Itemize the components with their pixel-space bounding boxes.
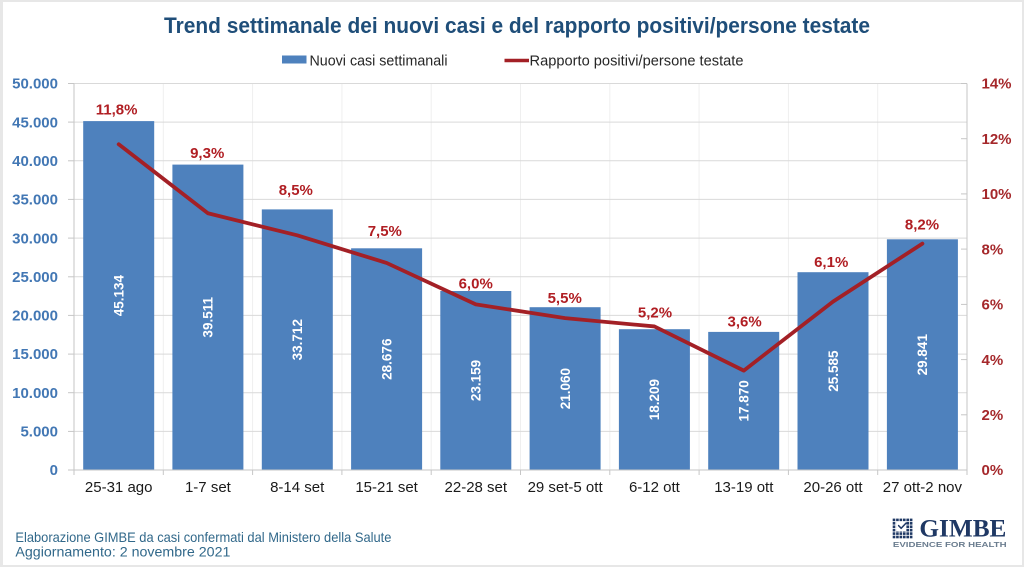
svg-text:18.209: 18.209 (647, 379, 662, 420)
svg-text:4%: 4% (982, 352, 1004, 369)
svg-text:13-19 ott: 13-19 ott (714, 479, 774, 496)
svg-text:29 set-5 ott: 29 set-5 ott (528, 479, 604, 496)
svg-text:5,5%: 5,5% (548, 290, 582, 307)
svg-text:20-26 ott: 20-26 ott (803, 479, 863, 496)
svg-text:5,2%: 5,2% (638, 305, 672, 322)
svg-text:Elaborazione GIMBE da casi con: Elaborazione GIMBE da casi confermati da… (15, 529, 391, 545)
svg-text:9,3%: 9,3% (190, 145, 224, 162)
svg-text:25.585: 25.585 (826, 350, 841, 392)
svg-text:8-14 set: 8-14 set (270, 479, 325, 496)
svg-text:Nuovi casi settimanali: Nuovi casi settimanali (310, 53, 448, 70)
svg-text:21.060: 21.060 (558, 368, 573, 409)
svg-text:25-31 ago: 25-31 ago (85, 479, 153, 496)
svg-text:29.841: 29.841 (915, 334, 930, 376)
svg-text:22-28 set: 22-28 set (445, 479, 508, 496)
svg-text:28.676: 28.676 (379, 338, 394, 380)
svg-text:1-7 set: 1-7 set (185, 479, 232, 496)
svg-text:25.000: 25.000 (12, 269, 58, 286)
svg-text:Trend settimanale dei nuovi ca: Trend settimanale dei nuovi casi e del r… (164, 13, 870, 38)
svg-text:40.000: 40.000 (12, 153, 58, 170)
svg-text:6%: 6% (982, 297, 1004, 314)
svg-text:0%: 0% (982, 462, 1004, 479)
svg-text:2%: 2% (982, 407, 1004, 424)
svg-text:10.000: 10.000 (12, 385, 58, 402)
svg-text:6,1%: 6,1% (814, 254, 848, 271)
svg-text:EVIDENCE FOR HEALTH: EVIDENCE FOR HEALTH (893, 540, 1007, 549)
svg-text:45.000: 45.000 (12, 114, 58, 131)
svg-text:7,5%: 7,5% (368, 223, 402, 240)
svg-text:14%: 14% (982, 76, 1012, 93)
svg-text:27 ott-2 nov: 27 ott-2 nov (883, 479, 963, 496)
svg-text:15.000: 15.000 (12, 346, 58, 363)
svg-text:17.870: 17.870 (737, 380, 752, 421)
svg-text:6-12 ott: 6-12 ott (629, 479, 681, 496)
svg-text:15-21 set: 15-21 set (355, 479, 418, 496)
svg-text:45.134: 45.134 (112, 274, 127, 316)
svg-text:30.000: 30.000 (12, 230, 58, 247)
svg-text:0: 0 (50, 462, 58, 479)
svg-text:20.000: 20.000 (12, 308, 58, 325)
svg-text:50.000: 50.000 (12, 76, 58, 93)
svg-text:5.000: 5.000 (20, 424, 58, 441)
svg-text:35.000: 35.000 (12, 192, 58, 209)
svg-text:8%: 8% (982, 241, 1004, 258)
svg-text:23.159: 23.159 (469, 360, 484, 401)
svg-text:33.712: 33.712 (290, 319, 305, 360)
svg-text:GIMBE: GIMBE (919, 516, 1006, 543)
svg-text:Rapporto positivi/persone test: Rapporto positivi/persone testate (530, 53, 744, 70)
svg-text:6,0%: 6,0% (459, 276, 493, 293)
svg-text:39.511: 39.511 (201, 297, 216, 338)
svg-text:12%: 12% (982, 131, 1012, 148)
svg-text:8,5%: 8,5% (279, 182, 313, 199)
svg-text:3,6%: 3,6% (727, 314, 761, 331)
svg-text:8,2%: 8,2% (905, 216, 939, 233)
svg-text:10%: 10% (982, 186, 1012, 203)
svg-text:Aggiornamento: 2 novembre 20: Aggiornamento: 2 novembre 2021 (15, 544, 230, 560)
svg-text:11,8%: 11,8% (96, 102, 138, 119)
